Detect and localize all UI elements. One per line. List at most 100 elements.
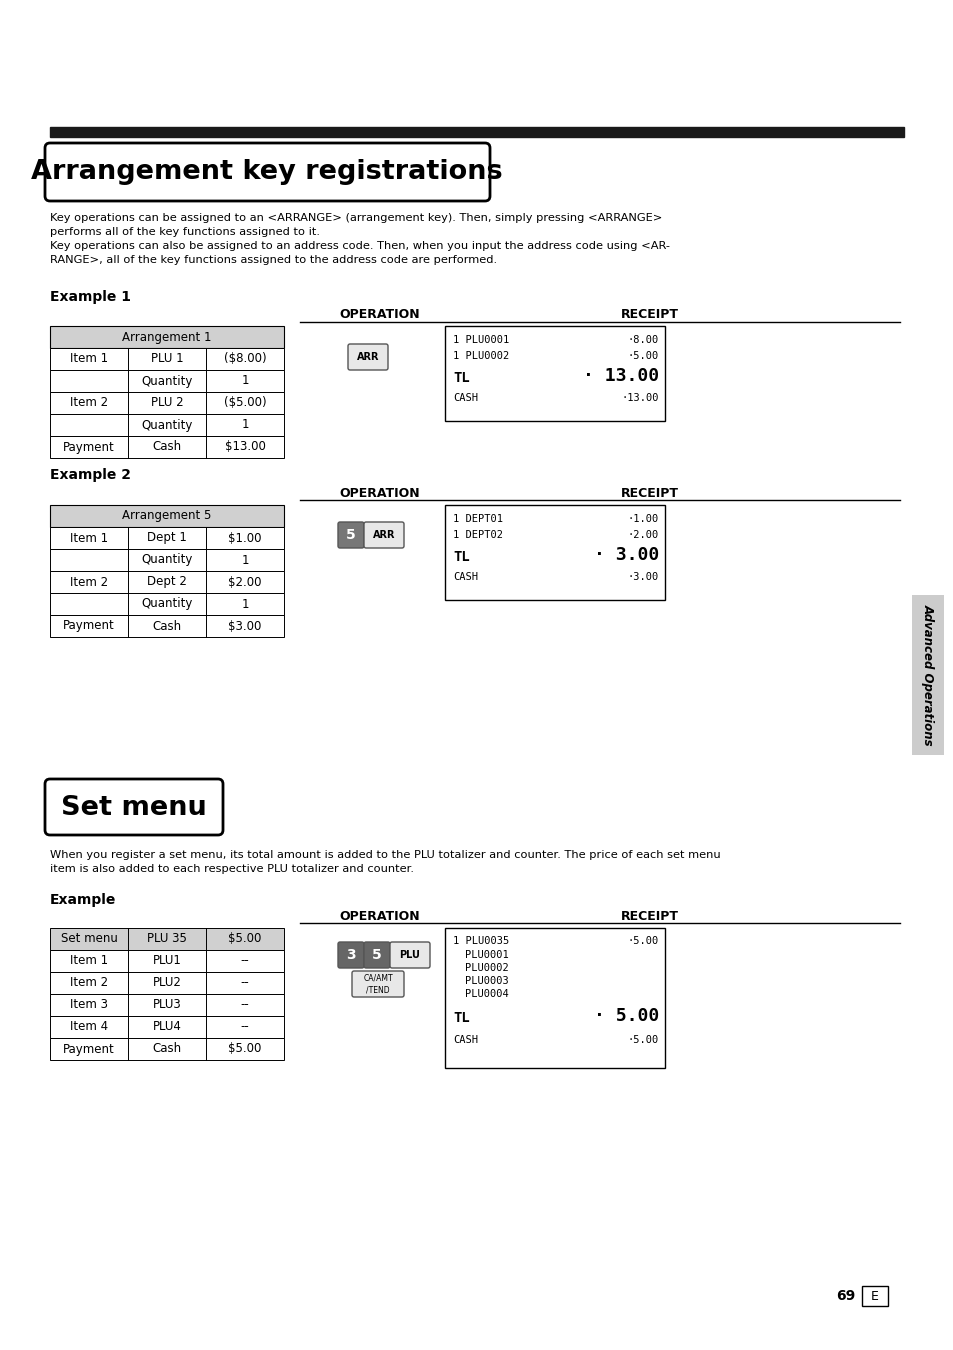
Text: $3.00: $3.00 (228, 620, 261, 633)
Text: CASH: CASH (453, 393, 477, 404)
FancyBboxPatch shape (364, 522, 403, 548)
Text: OPERATION: OPERATION (339, 910, 420, 923)
Text: 1 PLU0001: 1 PLU0001 (453, 335, 509, 346)
Text: Quantity: Quantity (141, 598, 193, 610)
Text: ·1.00: ·1.00 (627, 514, 659, 524)
Text: Quantity: Quantity (141, 374, 193, 387)
Text: Item 1: Item 1 (70, 954, 108, 968)
Text: ·5.00: ·5.00 (627, 351, 659, 360)
Text: CASH: CASH (453, 572, 477, 582)
Text: 1 PLU0035: 1 PLU0035 (453, 936, 509, 946)
Text: PLU4: PLU4 (152, 1021, 181, 1034)
Text: --: -- (240, 1021, 249, 1034)
Text: ARR: ARR (356, 352, 379, 362)
Text: Arrangement 1: Arrangement 1 (122, 331, 212, 343)
Text: RECEIPT: RECEIPT (620, 910, 679, 923)
FancyBboxPatch shape (45, 779, 223, 836)
Bar (444, 505, 664, 599)
Text: 1: 1 (241, 418, 249, 432)
Text: TL: TL (453, 1011, 469, 1025)
Text: 1 DEPT02: 1 DEPT02 (453, 531, 502, 540)
Text: Example 2: Example 2 (50, 468, 131, 482)
Text: ·5.00: ·5.00 (627, 936, 659, 946)
Text: Quantity: Quantity (141, 418, 193, 432)
Text: Cash: Cash (152, 620, 181, 633)
Text: ($8.00): ($8.00) (223, 352, 266, 366)
Text: CA/AMT
/TEND: CA/AMT /TEND (363, 973, 393, 994)
Text: TL: TL (453, 549, 469, 564)
Text: 1 PLU0002: 1 PLU0002 (453, 351, 509, 360)
FancyBboxPatch shape (348, 344, 388, 370)
FancyBboxPatch shape (390, 942, 430, 968)
Text: PLU 2: PLU 2 (151, 397, 183, 409)
Text: Payment: Payment (63, 440, 114, 454)
Text: Item 2: Item 2 (70, 397, 108, 409)
Text: Item 1: Item 1 (70, 352, 108, 366)
Text: · 13.00: · 13.00 (582, 367, 659, 385)
Bar (50, 505, 284, 526)
Text: Item 4: Item 4 (70, 1021, 108, 1034)
FancyBboxPatch shape (337, 942, 364, 968)
Text: Example 1: Example 1 (50, 290, 131, 304)
Text: OPERATION: OPERATION (339, 487, 420, 500)
Bar (50, 392, 284, 414)
Text: PLU2: PLU2 (152, 976, 181, 990)
FancyBboxPatch shape (364, 942, 390, 968)
Text: 1: 1 (241, 374, 249, 387)
Text: Quantity: Quantity (141, 554, 193, 567)
Bar (50, 325, 284, 348)
Text: PLU1: PLU1 (152, 954, 181, 968)
Text: PLU0003: PLU0003 (464, 976, 508, 986)
Bar (50, 593, 284, 616)
Text: PLU 35: PLU 35 (147, 933, 187, 945)
Text: Key operations can be assigned to an <ARRANGE> (arrangement key). Then, simply p: Key operations can be assigned to an <AR… (50, 213, 661, 223)
Text: PLU 1: PLU 1 (151, 352, 183, 366)
Text: PLU0001: PLU0001 (464, 950, 508, 960)
FancyBboxPatch shape (352, 971, 403, 998)
Text: · 5.00: · 5.00 (593, 1007, 659, 1025)
Text: ·13.00: ·13.00 (620, 393, 659, 404)
Text: OPERATION: OPERATION (339, 308, 420, 321)
Bar (50, 526, 284, 549)
Text: 5: 5 (372, 948, 381, 963)
Bar (50, 436, 284, 458)
Bar (50, 927, 284, 950)
Text: Arrangement 5: Arrangement 5 (122, 509, 212, 522)
Text: ·8.00: ·8.00 (627, 335, 659, 346)
Text: --: -- (240, 976, 249, 990)
Text: Item 2: Item 2 (70, 575, 108, 589)
Text: 69: 69 (835, 1289, 854, 1303)
Text: 5: 5 (346, 528, 355, 541)
Text: PLU0002: PLU0002 (464, 963, 508, 973)
Bar (50, 616, 284, 637)
Text: Item 2: Item 2 (70, 976, 108, 990)
Text: Key operations can also be assigned to an address code. Then, when you input the: Key operations can also be assigned to a… (50, 242, 669, 251)
FancyBboxPatch shape (45, 143, 490, 201)
Text: RANGE>, all of the key functions assigned to the address code are performed.: RANGE>, all of the key functions assigne… (50, 255, 497, 265)
Text: item is also added to each respective PLU totalizer and counter.: item is also added to each respective PL… (50, 864, 414, 873)
Bar (50, 127, 903, 136)
Bar (50, 1017, 284, 1038)
Text: ARR: ARR (373, 531, 395, 540)
Bar (50, 348, 284, 370)
Text: CASH: CASH (453, 1035, 477, 1045)
Text: Dept 2: Dept 2 (147, 575, 187, 589)
Text: ·2.00: ·2.00 (627, 531, 659, 540)
Text: 3: 3 (346, 948, 355, 963)
Text: TL: TL (453, 371, 469, 385)
Bar (862, 1287, 887, 1305)
Text: Item 1: Item 1 (70, 532, 108, 544)
Text: $2.00: $2.00 (228, 575, 261, 589)
Bar (444, 927, 664, 1068)
Bar (50, 994, 284, 1017)
Bar (50, 972, 284, 994)
FancyBboxPatch shape (337, 522, 364, 548)
Text: 1: 1 (241, 554, 249, 567)
Text: PLU0004: PLU0004 (464, 990, 508, 999)
Bar (50, 414, 284, 436)
Bar (911, 595, 943, 755)
Text: $5.00: $5.00 (228, 933, 261, 945)
Text: Set menu: Set menu (60, 933, 117, 945)
Text: ·3.00: ·3.00 (627, 572, 659, 582)
Text: RECEIPT: RECEIPT (620, 308, 679, 321)
